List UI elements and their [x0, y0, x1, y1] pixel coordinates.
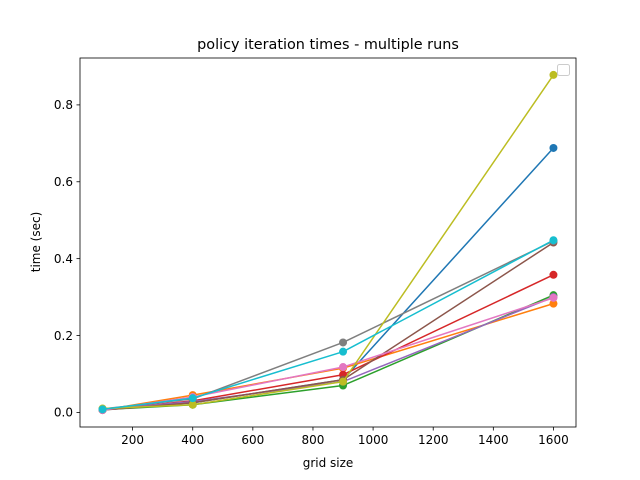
series-10-point [339, 347, 348, 356]
x-axis-title: grid size [303, 456, 354, 470]
series-8-point [339, 338, 348, 347]
x-tick-label: 1000 [358, 433, 389, 447]
series-1-point [549, 143, 558, 152]
series-10-point [98, 405, 107, 414]
series-2-point [549, 299, 558, 308]
x-tick-label: 800 [302, 433, 325, 447]
y-axis-title: time (sec) [29, 212, 43, 273]
series-10-line [101, 239, 555, 411]
y-tick-label: 0.6 [54, 175, 73, 189]
series-layer [98, 70, 558, 415]
x-tick-label: 1600 [538, 433, 569, 447]
x-tick-label: 200 [121, 433, 144, 447]
x-tick-label: 1400 [478, 433, 509, 447]
x-tick-label: 400 [181, 433, 204, 447]
series-10 [98, 236, 558, 414]
chart-title: policy iteration times - multiple runs [197, 37, 459, 53]
series-9-point [339, 377, 348, 386]
series-10-point [188, 394, 197, 403]
series-7-point [339, 363, 348, 372]
legend-box [557, 64, 570, 76]
plot-frame [79, 57, 577, 428]
y-tick-label: 0.2 [54, 329, 73, 343]
series-7-point [549, 293, 558, 302]
axes-layer: 200 400 600 800 1000 1200 1400 1600 0.0 0.2 0.4 0.6… [54, 57, 577, 447]
series-9-point [188, 400, 197, 409]
series-9-point [549, 70, 558, 79]
series-4-point [549, 270, 558, 279]
series-9-line [101, 73, 555, 410]
y-tick-label: 0.4 [54, 252, 73, 266]
series-10-point [549, 236, 558, 245]
y-tick-label: 0.8 [54, 98, 73, 112]
legend [557, 64, 570, 76]
x-tick-label: 600 [241, 433, 264, 447]
y-tick-label: 0.0 [54, 406, 73, 420]
x-tick-label: 1200 [418, 433, 449, 447]
